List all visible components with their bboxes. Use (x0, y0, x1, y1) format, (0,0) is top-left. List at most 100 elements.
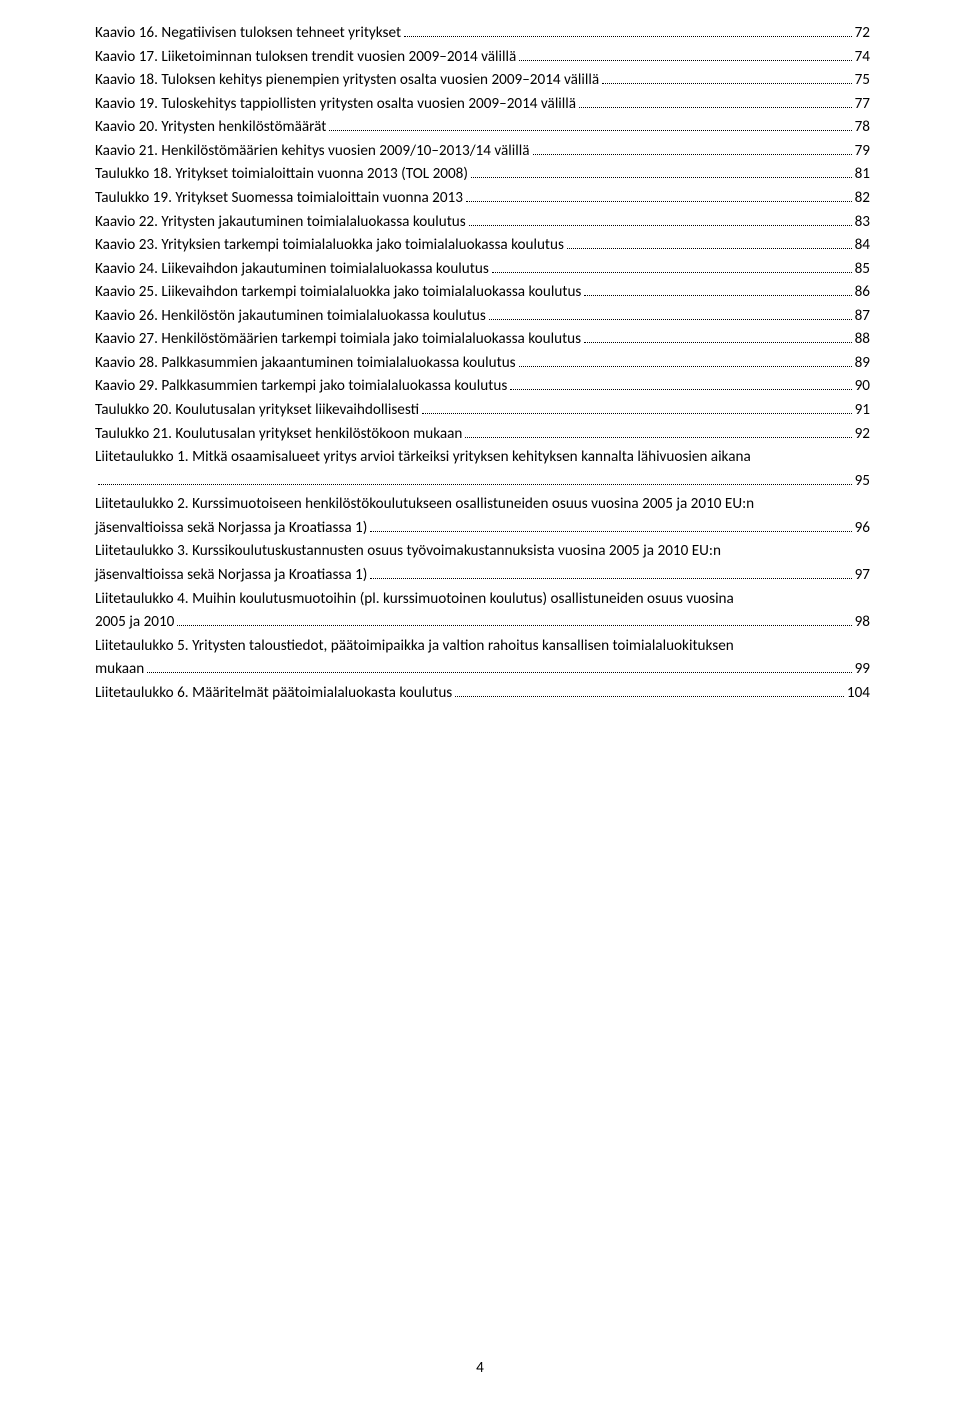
toc-entry[interactable]: Taulukko 21. Koulutusalan yritykset henk… (95, 423, 870, 447)
toc-entry-page: 78 (855, 116, 870, 140)
toc-entry-page: 77 (855, 93, 870, 117)
toc-entry-cont-label: jäsenvaltioissa sekä Norjassa ja Kroatia… (95, 517, 367, 541)
toc-entry-label: Taulukko 21. Koulutusalan yritykset henk… (95, 423, 462, 447)
toc-leader (533, 154, 852, 155)
toc-entry[interactable]: Liitetaulukko 1. Mitkä osaamisalueet yri… (95, 446, 870, 470)
toc-entry[interactable]: Kaavio 18. Tuloksen kehitys pienempien y… (95, 69, 870, 93)
toc-entry-label: Liitetaulukko 4. Muihin koulutusmuotoihi… (95, 590, 734, 608)
toc-entry[interactable]: Liitetaulukko 3. Kurssikoulutuskustannus… (95, 540, 870, 564)
toc-entry-label: Taulukko 18. Yritykset toimialoittain vu… (95, 163, 468, 187)
toc-leader (469, 225, 852, 226)
toc-entry-page: 92 (855, 423, 870, 447)
toc-leader (510, 389, 851, 390)
toc-entry-continuation[interactable]: 95 (95, 470, 870, 494)
toc-entry[interactable]: Liitetaulukko 6. Määritelmät päätoimiala… (95, 682, 870, 706)
toc-leader (455, 696, 844, 697)
toc-entry[interactable]: Taulukko 18. Yritykset toimialoittain vu… (95, 163, 870, 187)
toc-leader (466, 201, 852, 202)
toc-entry-label: Taulukko 19. Yritykset Suomessa toimialo… (95, 187, 463, 211)
toc-entry[interactable]: Kaavio 21. Henkilöstömäärien kehitys vuo… (95, 140, 870, 164)
toc-leader (177, 625, 851, 626)
toc-entry-page: 99 (855, 658, 870, 682)
toc-entry-label: Kaavio 17. Liiketoiminnan tuloksen trend… (95, 46, 516, 70)
toc-entry-page: 83 (855, 211, 870, 235)
toc-entry-page: 75 (855, 69, 870, 93)
toc-entry-label: Kaavio 25. Liikevaihdon tarkempi toimial… (95, 281, 581, 305)
toc-leader (579, 107, 852, 108)
toc-entry[interactable]: Kaavio 24. Liikevaihdon jakautuminen toi… (95, 258, 870, 282)
toc-entry-page: 82 (855, 187, 870, 211)
toc-leader (465, 437, 851, 438)
toc-entry-page: 104 (847, 682, 870, 706)
toc-entry-label: Kaavio 24. Liikevaihdon jakautuminen toi… (95, 258, 489, 282)
toc-entry-page: 79 (855, 140, 870, 164)
toc-entry-label: Kaavio 27. Henkilöstömäärien tarkempi to… (95, 328, 581, 352)
toc-entry[interactable]: Kaavio 20. Yritysten henkilöstömäärät 78 (95, 116, 870, 140)
toc-entry-label: Kaavio 29. Palkkasummien tarkempi jako t… (95, 375, 507, 399)
toc-entry[interactable]: Kaavio 16. Negatiivisen tuloksen tehneet… (95, 22, 870, 46)
toc-entry-continuation[interactable]: 2005 ja 201098 (95, 611, 870, 635)
toc-entry-continuation[interactable]: jäsenvaltioissa sekä Norjassa ja Kroatia… (95, 517, 870, 541)
toc-entry-page: 97 (855, 564, 870, 588)
toc-entry[interactable]: Taulukko 19. Yritykset Suomessa toimialo… (95, 187, 870, 211)
toc-leader (370, 531, 851, 532)
toc-leader (329, 130, 851, 131)
toc-entry-label: Liitetaulukko 1. Mitkä osaamisalueet yri… (95, 448, 751, 466)
page: Kaavio 16. Negatiivisen tuloksen tehneet… (0, 0, 960, 1425)
toc-leader (471, 177, 852, 178)
toc-leader (370, 578, 851, 579)
toc-entry-cont-label: mukaan (95, 658, 144, 682)
toc-entry-page: 84 (855, 234, 870, 258)
toc-entry-label: Kaavio 20. Yritysten henkilöstömäärät (95, 116, 326, 140)
toc-entry[interactable]: Kaavio 19. Tuloskehitys tappiollisten yr… (95, 93, 870, 117)
toc-entry[interactable]: Liitetaulukko 4. Muihin koulutusmuotoihi… (95, 588, 870, 612)
toc-leader (98, 484, 852, 485)
toc-entry-label: Kaavio 16. Negatiivisen tuloksen tehneet… (95, 22, 401, 46)
toc-entry-label: Kaavio 18. Tuloksen kehitys pienempien y… (95, 69, 599, 93)
toc-leader (567, 248, 852, 249)
toc-entry-label: Kaavio 26. Henkilöstön jakautuminen toim… (95, 305, 486, 329)
toc-entry-label: Kaavio 23. Yrityksien tarkempi toimialal… (95, 234, 564, 258)
toc-entry-label: Kaavio 28. Palkkasummien jakaantuminen t… (95, 352, 516, 376)
toc-entry-label: Kaavio 22. Yritysten jakautuminen toimia… (95, 211, 466, 235)
toc-entry[interactable]: Kaavio 26. Henkilöstön jakautuminen toim… (95, 305, 870, 329)
toc-leader (492, 272, 852, 273)
toc-entry-page: 98 (855, 611, 870, 635)
toc-entry-page: 81 (855, 163, 870, 187)
toc-leader (404, 36, 852, 37)
toc-entry[interactable]: Kaavio 29. Palkkasummien tarkempi jako t… (95, 375, 870, 399)
toc-entry-label: Liitetaulukko 2. Kurssimuotoiseen henkil… (95, 495, 754, 513)
toc-entry-page: 90 (855, 375, 870, 399)
toc-entry-page: 96 (855, 517, 870, 541)
toc-leader (489, 319, 852, 320)
toc-entry[interactable]: Kaavio 23. Yrityksien tarkempi toimialal… (95, 234, 870, 258)
toc-entry-page: 86 (855, 281, 870, 305)
toc-entry[interactable]: Kaavio 28. Palkkasummien jakaantuminen t… (95, 352, 870, 376)
toc-leader (602, 83, 851, 84)
toc-entry[interactable]: Kaavio 22. Yritysten jakautuminen toimia… (95, 211, 870, 235)
toc-entry-page: 91 (855, 399, 870, 423)
toc-entry[interactable]: Taulukko 20. Koulutusalan yritykset liik… (95, 399, 870, 423)
toc-entry-continuation[interactable]: mukaan 99 (95, 658, 870, 682)
toc-leader (519, 366, 852, 367)
toc-entry[interactable]: Liitetaulukko 2. Kurssimuotoiseen henkil… (95, 493, 870, 517)
toc-entry-label: Kaavio 19. Tuloskehitys tappiollisten yr… (95, 93, 576, 117)
toc-entry[interactable]: Kaavio 27. Henkilöstömäärien tarkempi to… (95, 328, 870, 352)
toc-entry-label: Liitetaulukko 5. Yritysten taloustiedot,… (95, 637, 734, 655)
toc-entry-continuation[interactable]: jäsenvaltioissa sekä Norjassa ja Kroatia… (95, 564, 870, 588)
toc-entry-label: Taulukko 20. Koulutusalan yritykset liik… (95, 399, 419, 423)
toc-entry-page: 89 (855, 352, 870, 376)
toc-leader (584, 342, 852, 343)
toc-entry[interactable]: Kaavio 25. Liikevaihdon tarkempi toimial… (95, 281, 870, 305)
toc-entry-page: 88 (855, 328, 870, 352)
toc-entry-page: 85 (855, 258, 870, 282)
toc-entry[interactable]: Liitetaulukko 5. Yritysten taloustiedot,… (95, 635, 870, 659)
toc-leader (584, 295, 851, 296)
toc-entry[interactable]: Kaavio 17. Liiketoiminnan tuloksen trend… (95, 46, 870, 70)
toc-entry-cont-label: jäsenvaltioissa sekä Norjassa ja Kroatia… (95, 564, 367, 588)
toc-leader (519, 60, 851, 61)
toc-entry-page: 74 (855, 46, 870, 70)
toc-entry-page: 72 (855, 22, 870, 46)
toc-entry-label: Liitetaulukko 6. Määritelmät päätoimiala… (95, 682, 452, 706)
toc-entry-label: Liitetaulukko 3. Kurssikoulutuskustannus… (95, 542, 721, 560)
